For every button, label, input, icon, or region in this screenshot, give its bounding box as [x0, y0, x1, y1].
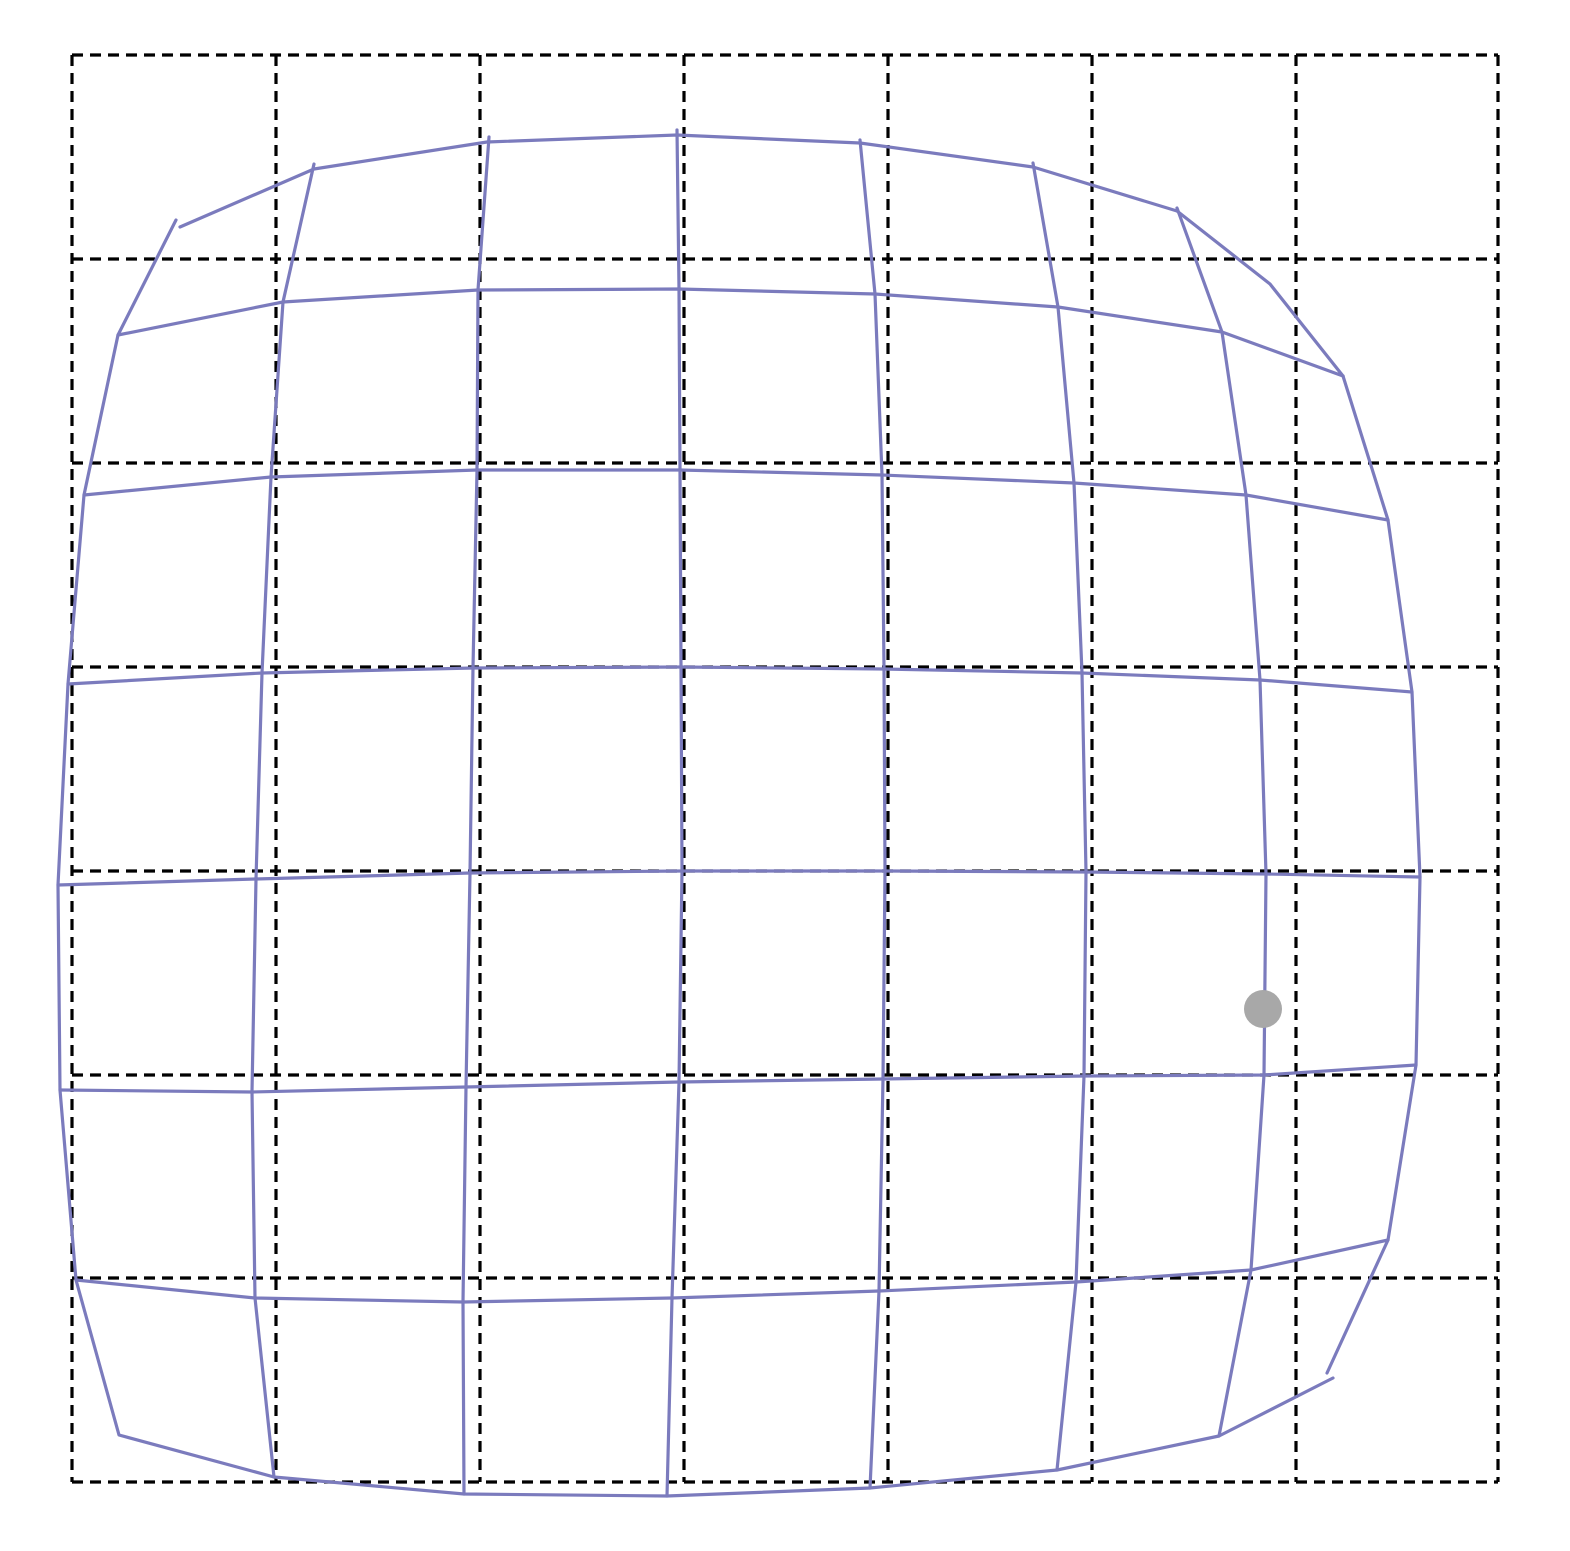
warped-mesh-hline-3 [66, 665, 1414, 694]
warped-mesh-vline-5 [1031, 161, 1088, 1472]
warped-mesh-hline-0 [178, 133, 1345, 378]
warped-mesh-hline-1 [116, 287, 1345, 378]
warped-mesh-hline-2 [82, 468, 1390, 522]
warped-mesh-hline-4 [56, 869, 1422, 887]
warped-mesh-hline-5 [58, 1063, 1418, 1094]
marker-dot [1244, 990, 1282, 1028]
warped-mesh-vline-1 [250, 162, 316, 1479]
warped-mesh-hline-7 [272, 1376, 1335, 1498]
warped-mesh-vline-3 [665, 128, 684, 1498]
warped-mesh-vline-6 [1175, 206, 1268, 1438]
reference-grid [70, 53, 1500, 1484]
marker-layer [1244, 990, 1282, 1028]
warped-mesh-hline-6 [74, 1238, 1390, 1304]
warped-mesh [56, 128, 1422, 1498]
warped-mesh-vline-0 [56, 218, 276, 1479]
warped-mesh-vline-2 [461, 135, 491, 1496]
warped-mesh-vline-4 [858, 138, 887, 1490]
warped-mesh-vline-7 [1325, 374, 1422, 1375]
